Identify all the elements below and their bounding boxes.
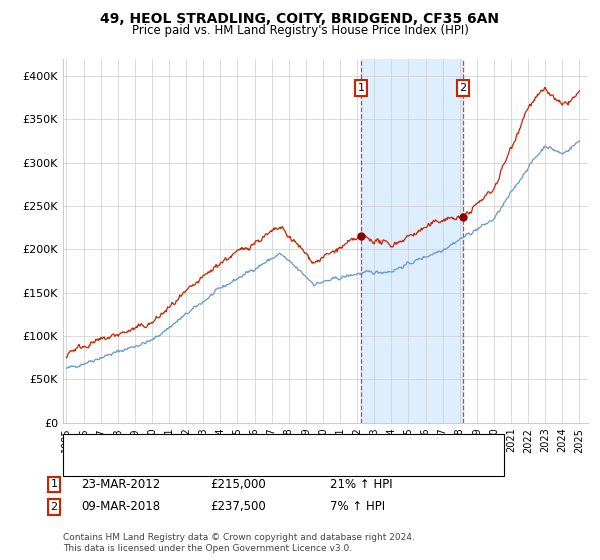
Text: 1: 1: [50, 479, 58, 489]
Text: —: —: [66, 454, 83, 472]
Text: £237,500: £237,500: [210, 500, 266, 514]
Text: 2: 2: [460, 83, 467, 93]
Text: Price paid vs. HM Land Registry's House Price Index (HPI): Price paid vs. HM Land Registry's House …: [131, 24, 469, 37]
Text: 49, HEOL STRADLING, COITY, BRIDGEND, CF35 6AN (detached house): 49, HEOL STRADLING, COITY, BRIDGEND, CF3…: [90, 439, 454, 449]
Text: 1: 1: [358, 83, 364, 93]
Text: 2: 2: [50, 502, 58, 512]
Text: 49, HEOL STRADLING, COITY, BRIDGEND, CF35 6AN: 49, HEOL STRADLING, COITY, BRIDGEND, CF3…: [101, 12, 499, 26]
Text: £215,000: £215,000: [210, 478, 266, 491]
Text: 7% ↑ HPI: 7% ↑ HPI: [330, 500, 385, 514]
Bar: [361, 59, 463, 423]
Text: Contains HM Land Registry data © Crown copyright and database right 2024.
This d: Contains HM Land Registry data © Crown c…: [63, 533, 415, 553]
Text: 23-MAR-2012: 23-MAR-2012: [81, 478, 160, 491]
Text: HPI: Average price, detached house, Bridgend: HPI: Average price, detached house, Brid…: [90, 458, 330, 468]
Text: 21% ↑ HPI: 21% ↑ HPI: [330, 478, 392, 491]
Text: —: —: [66, 435, 83, 453]
Text: 09-MAR-2018: 09-MAR-2018: [81, 500, 160, 514]
